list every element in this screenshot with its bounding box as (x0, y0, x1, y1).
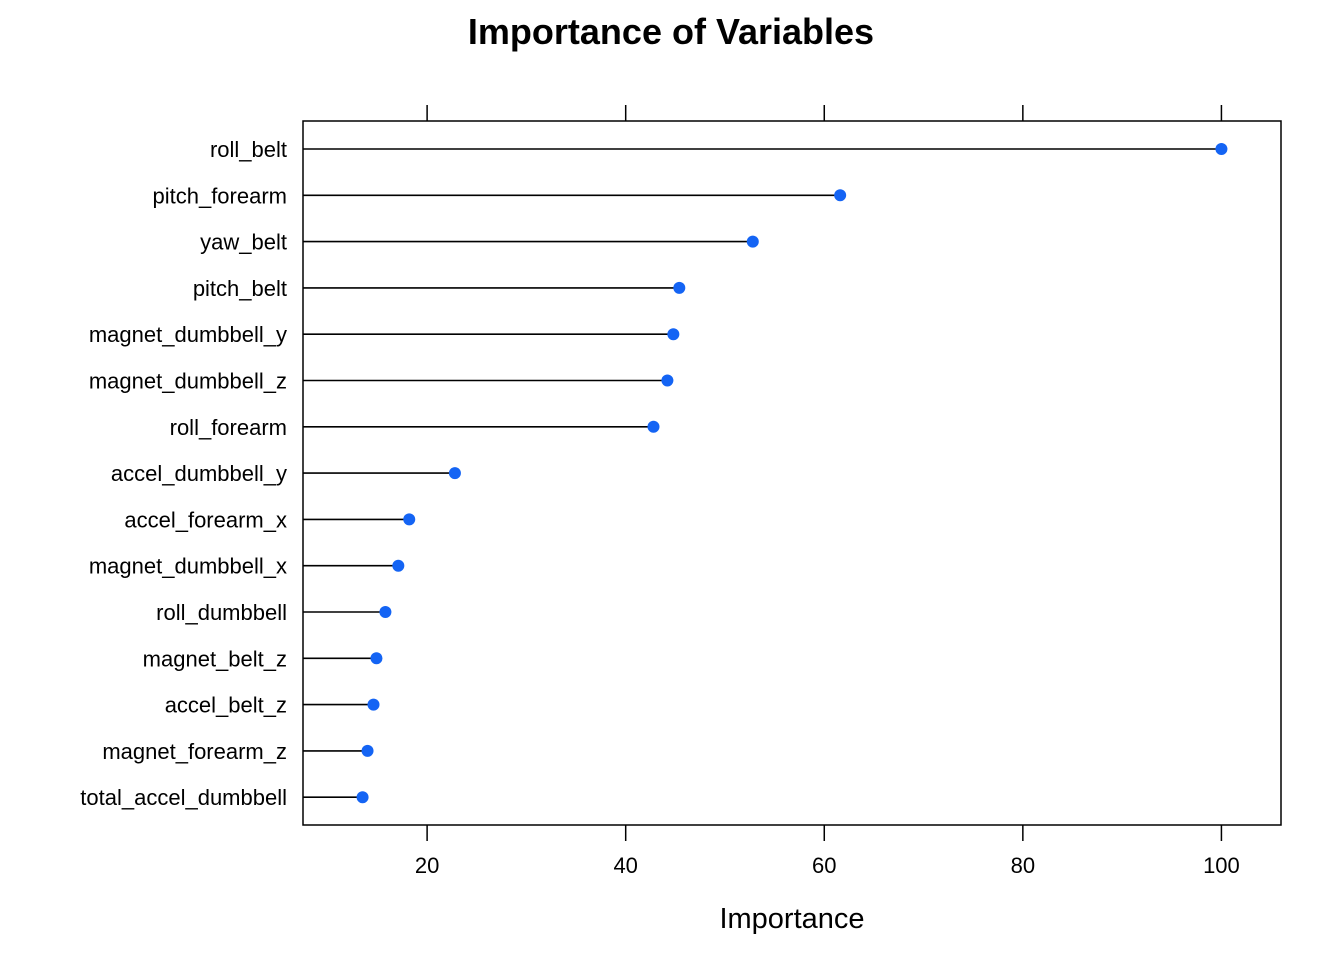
category-label: yaw_belt (200, 230, 287, 255)
importance-point (392, 559, 405, 572)
x-axis-title: Importance (719, 903, 864, 935)
category-label: accel_belt_z (165, 693, 287, 718)
x-tick-label-20: 20 (415, 853, 439, 878)
row-accel_dumbbell_y: accel_dumbbell_y (111, 461, 461, 486)
importance-point (834, 189, 847, 202)
row-magnet_dumbbell_x: magnet_dumbbell_x (89, 554, 405, 579)
category-label: pitch_belt (193, 276, 287, 301)
row-roll_dumbbell: roll_dumbbell (156, 600, 392, 625)
category-label: pitch_forearm (152, 183, 287, 208)
category-label: magnet_dumbbell_y (89, 322, 287, 347)
top-axis-ticks (426, 105, 1223, 121)
x-tick-label-80: 80 (1011, 853, 1035, 878)
row-pitch_forearm: pitch_forearm (152, 183, 847, 208)
row-magnet_dumbbell_z: magnet_dumbbell_z (89, 369, 674, 394)
category-label: accel_dumbbell_y (111, 461, 287, 486)
importance-point (673, 281, 686, 294)
importance-point (370, 652, 383, 665)
category-label: roll_belt (210, 137, 287, 162)
importance-point (367, 698, 380, 711)
category-label: magnet_dumbbell_z (89, 369, 287, 394)
bottom-axis: 20 40 60 80 100 (415, 825, 1240, 878)
importance-point (356, 791, 369, 804)
category-label: magnet_belt_z (143, 646, 287, 671)
category-label: total_accel_dumbbell (80, 785, 287, 810)
row-magnet_belt_z: magnet_belt_z (143, 646, 383, 671)
x-tick-label-40: 40 (613, 853, 637, 878)
row-magnet_dumbbell_y: magnet_dumbbell_y (89, 322, 680, 347)
plot-rows: roll_belt pitch_forearm yaw_belt pitch_belt… (80, 137, 1228, 810)
category-label: roll_forearm (170, 415, 287, 440)
importance-point (403, 513, 416, 526)
importance-point (647, 420, 660, 433)
x-tick-label-100: 100 (1203, 853, 1240, 878)
row-total_accel_dumbbell: total_accel_dumbbell (80, 785, 369, 810)
category-label: magnet_forearm_z (102, 739, 287, 764)
row-roll_forearm: roll_forearm (170, 415, 660, 440)
importance-point (379, 606, 392, 618)
importance-point (667, 328, 680, 341)
importance-point (746, 235, 759, 248)
importance-point (448, 467, 461, 480)
row-pitch_belt: pitch_belt (193, 276, 686, 301)
row-accel_forearm_x: accel_forearm_x (124, 507, 416, 532)
x-tick-label-60: 60 (812, 853, 836, 878)
row-magnet_forearm_z: magnet_forearm_z (102, 739, 374, 764)
row-accel_belt_z: accel_belt_z (165, 693, 380, 718)
category-label: magnet_dumbbell_x (89, 554, 287, 579)
importance-point (1215, 143, 1228, 155)
category-label: accel_forearm_x (124, 507, 287, 532)
row-yaw_belt: yaw_belt (200, 230, 759, 255)
importance-point (661, 374, 674, 387)
importance-point (361, 744, 374, 757)
chart-title: Importance of Variables (468, 11, 874, 52)
category-label: roll_dumbbell (156, 600, 287, 625)
row-roll_belt: roll_belt (210, 137, 1228, 162)
